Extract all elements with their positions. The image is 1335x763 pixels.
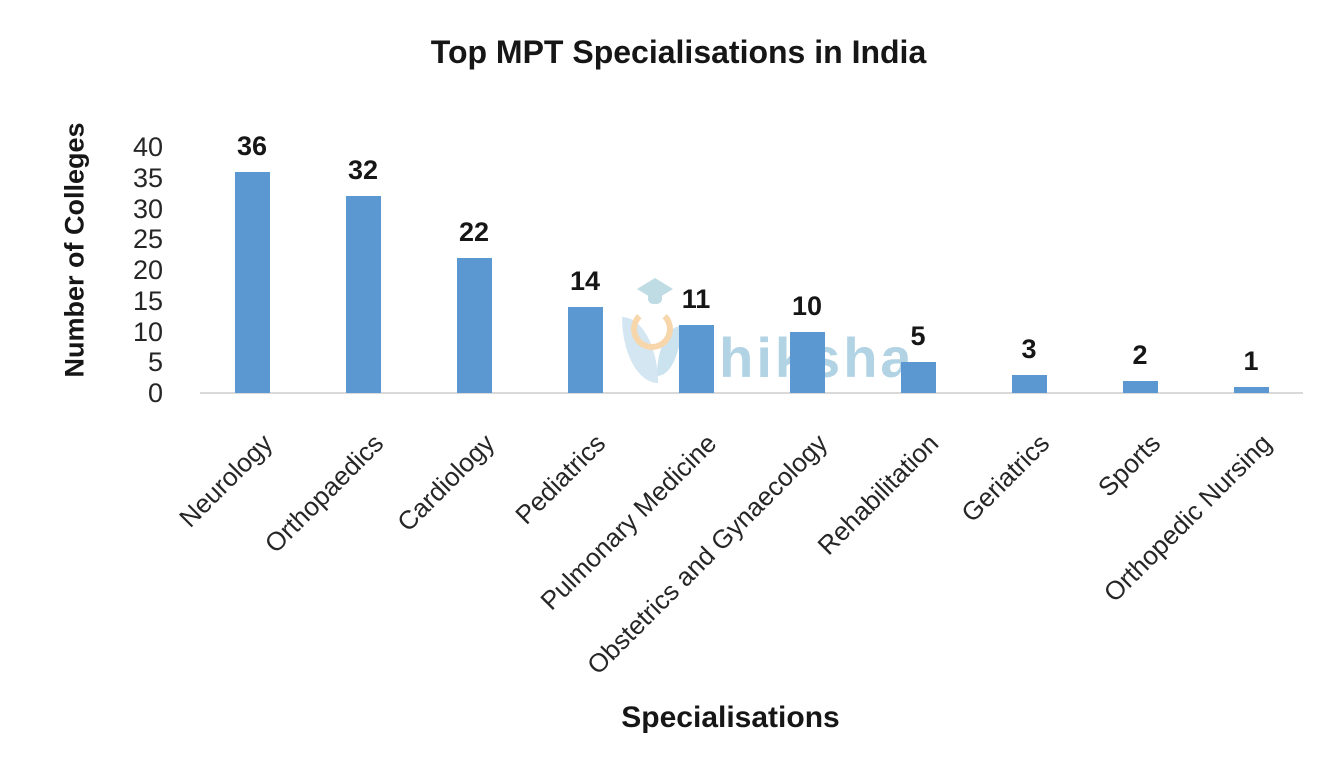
bar-value-label: 32 [347, 155, 379, 186]
bar-value-label: 5 [910, 321, 926, 352]
bar-rehabilitation [900, 362, 936, 393]
y-tick-label: 10 [132, 316, 163, 347]
bar-pediatrics [567, 306, 603, 393]
graduation-cap-icon [637, 278, 673, 300]
bar-value-label: 1 [1243, 345, 1259, 376]
bar-value-label: 2 [1132, 339, 1148, 370]
graduation-cap-base-icon [648, 295, 662, 304]
y-tick-label: 40 [132, 132, 163, 162]
y-tick-label: 20 [132, 255, 163, 285]
bar-pulmonary-medicine [678, 325, 714, 393]
bar-orthopaedics [345, 196, 381, 393]
y-axis-title: Number of Colleges [59, 122, 90, 378]
bar-value-label: 10 [791, 290, 823, 321]
bar-neurology [234, 171, 270, 393]
y-tick-label: 35 [132, 162, 163, 193]
bar-obstetrics-and-gynaecology [789, 331, 825, 393]
bar-value-label: 14 [569, 265, 601, 296]
chart-title: Top MPT Specialisations in India [430, 34, 927, 70]
y-tick-label: 30 [132, 193, 163, 224]
y-tick-label: 0 [147, 378, 163, 408]
bar-orthopedic-nursing [1233, 386, 1269, 393]
bar-value-label: 11 [681, 284, 711, 315]
bar-geriatrics [1011, 374, 1047, 393]
bar-value-label: 22 [458, 216, 490, 247]
bar-sports [1122, 380, 1158, 393]
bar-value-label: 36 [236, 130, 268, 161]
shiksha-watermark: shiksha [615, 272, 912, 404]
y-tick-label: 25 [132, 224, 163, 255]
bar-value-label: 3 [1021, 333, 1037, 364]
y-tick-label: 15 [132, 285, 163, 316]
x-axis-title: Specialisations [621, 701, 840, 734]
y-tick-label: 5 [147, 347, 163, 378]
x-axis-line [200, 392, 1303, 394]
bar-cardiology [456, 257, 492, 393]
orange-arc-icon [631, 308, 673, 350]
